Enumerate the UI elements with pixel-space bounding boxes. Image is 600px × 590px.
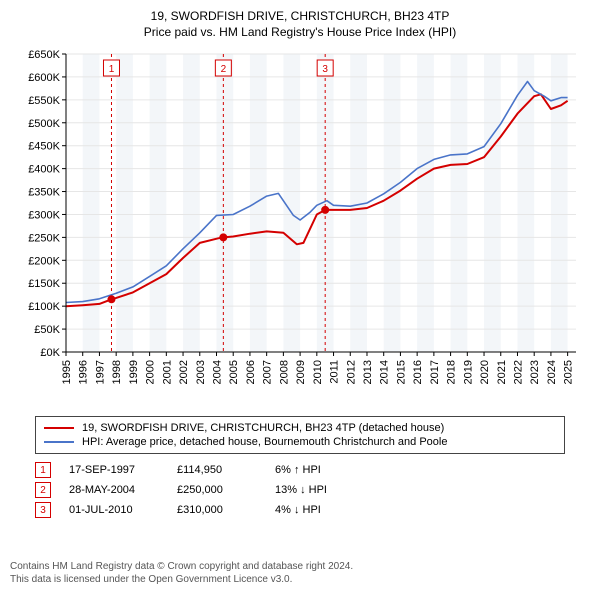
svg-text:2009: 2009 xyxy=(295,360,307,384)
title-line-1: 19, SWORDFISH DRIVE, CHRISTCHURCH, BH23 … xyxy=(16,8,584,24)
svg-text:£300K: £300K xyxy=(28,210,60,222)
svg-text:1999: 1999 xyxy=(128,360,140,384)
title-line-2: Price paid vs. HM Land Registry's House … xyxy=(16,24,584,40)
svg-text:2024: 2024 xyxy=(546,360,558,384)
svg-text:£350K: £350K xyxy=(28,187,60,199)
legend-item: HPI: Average price, detached house, Bour… xyxy=(44,435,556,449)
event-price: £250,000 xyxy=(177,484,257,496)
svg-text:£150K: £150K xyxy=(28,279,60,291)
legend: 19, SWORDFISH DRIVE, CHRISTCHURCH, BH23 … xyxy=(35,416,565,454)
event-date: 01-JUL-2010 xyxy=(69,504,159,516)
svg-text:2022: 2022 xyxy=(512,360,524,384)
svg-text:1995: 1995 xyxy=(61,360,73,384)
legend-label: HPI: Average price, detached house, Bour… xyxy=(82,436,447,448)
sale-event-row: 2 28-MAY-2004 £250,000 13% ↓ HPI xyxy=(35,480,565,500)
svg-text:2018: 2018 xyxy=(446,360,458,384)
footer-line-1: Contains HM Land Registry data © Crown c… xyxy=(10,561,590,574)
legend-swatch xyxy=(44,427,74,429)
event-date: 17-SEP-1997 xyxy=(69,464,159,476)
svg-text:£600K: £600K xyxy=(28,72,60,84)
svg-text:2004: 2004 xyxy=(211,360,223,384)
event-date: 28-MAY-2004 xyxy=(69,484,159,496)
svg-text:£500K: £500K xyxy=(28,118,60,130)
sale-event-row: 1 17-SEP-1997 £114,950 6% ↑ HPI xyxy=(35,460,565,480)
svg-text:2007: 2007 xyxy=(262,360,274,384)
svg-text:2017: 2017 xyxy=(429,360,441,384)
svg-text:2020: 2020 xyxy=(479,360,491,384)
svg-text:2014: 2014 xyxy=(379,360,391,384)
svg-text:2023: 2023 xyxy=(529,360,541,384)
svg-text:2008: 2008 xyxy=(278,360,290,384)
svg-text:2021: 2021 xyxy=(496,360,508,384)
svg-text:£650K: £650K xyxy=(28,49,60,61)
svg-text:3: 3 xyxy=(322,64,328,75)
svg-text:£400K: £400K xyxy=(28,164,60,176)
event-badge: 2 xyxy=(35,482,51,498)
event-badge: 3 xyxy=(35,502,51,518)
event-badge: 1 xyxy=(35,462,51,478)
svg-text:£0K: £0K xyxy=(40,347,60,359)
footer-line-2: This data is licensed under the Open Gov… xyxy=(10,574,590,587)
svg-text:2016: 2016 xyxy=(412,360,424,384)
svg-text:£200K: £200K xyxy=(28,256,60,268)
chart-title: 19, SWORDFISH DRIVE, CHRISTCHURCH, BH23 … xyxy=(10,8,590,40)
svg-text:1: 1 xyxy=(109,64,115,75)
legend-label: 19, SWORDFISH DRIVE, CHRISTCHURCH, BH23 … xyxy=(82,422,444,434)
svg-text:2025: 2025 xyxy=(563,360,575,384)
sale-event-row: 3 01-JUL-2010 £310,000 4% ↓ HPI xyxy=(35,500,565,520)
svg-text:2011: 2011 xyxy=(329,360,341,384)
svg-text:2019: 2019 xyxy=(462,360,474,384)
event-delta: 6% ↑ HPI xyxy=(275,464,355,476)
svg-text:1996: 1996 xyxy=(78,360,90,384)
svg-text:£450K: £450K xyxy=(28,141,60,153)
data-attribution: Contains HM Land Registry data © Crown c… xyxy=(10,561,590,586)
svg-text:2: 2 xyxy=(221,64,227,75)
event-delta: 4% ↓ HPI xyxy=(275,504,355,516)
price-vs-hpi-chart: £0K £50K £100K £150K £200K £250K £300K £350K £40… xyxy=(20,46,580,408)
svg-text:2000: 2000 xyxy=(145,360,157,384)
svg-text:£550K: £550K xyxy=(28,95,60,107)
sale-events-table: 1 17-SEP-1997 £114,950 6% ↑ HPI 2 28-MAY-2004… xyxy=(35,460,565,520)
svg-text:2006: 2006 xyxy=(245,360,257,384)
svg-text:£100K: £100K xyxy=(28,302,60,314)
event-price: £114,950 xyxy=(177,464,257,476)
svg-text:1997: 1997 xyxy=(94,360,106,384)
legend-swatch xyxy=(44,441,74,443)
svg-text:2002: 2002 xyxy=(178,360,190,384)
svg-text:2013: 2013 xyxy=(362,360,374,384)
event-price: £310,000 xyxy=(177,504,257,516)
svg-text:1998: 1998 xyxy=(111,360,123,384)
svg-text:2001: 2001 xyxy=(161,360,173,384)
svg-text:£250K: £250K xyxy=(28,233,60,245)
svg-text:2010: 2010 xyxy=(312,360,324,384)
legend-item: 19, SWORDFISH DRIVE, CHRISTCHURCH, BH23 … xyxy=(44,421,556,435)
svg-text:2005: 2005 xyxy=(228,360,240,384)
event-delta: 13% ↓ HPI xyxy=(275,484,355,496)
svg-text:£50K: £50K xyxy=(34,324,60,336)
svg-text:2003: 2003 xyxy=(195,360,207,384)
svg-text:2015: 2015 xyxy=(395,360,407,384)
svg-text:2012: 2012 xyxy=(345,360,357,384)
